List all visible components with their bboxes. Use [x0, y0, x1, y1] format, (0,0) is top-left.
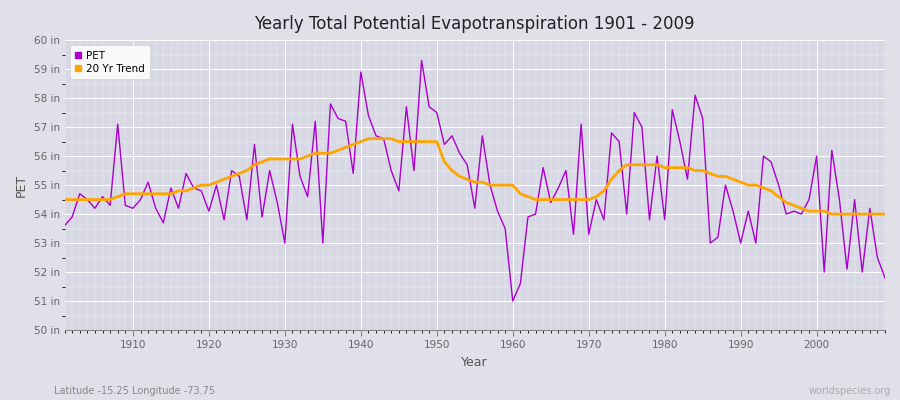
Title: Yearly Total Potential Evapotranspiration 1901 - 2009: Yearly Total Potential Evapotranspiratio…: [255, 15, 695, 33]
Legend: PET, 20 Yr Trend: PET, 20 Yr Trend: [70, 45, 150, 79]
Y-axis label: PET: PET: [15, 174, 28, 197]
Text: Latitude -15.25 Longitude -73.75: Latitude -15.25 Longitude -73.75: [54, 386, 215, 396]
X-axis label: Year: Year: [462, 356, 488, 369]
Text: worldspecies.org: worldspecies.org: [809, 386, 891, 396]
